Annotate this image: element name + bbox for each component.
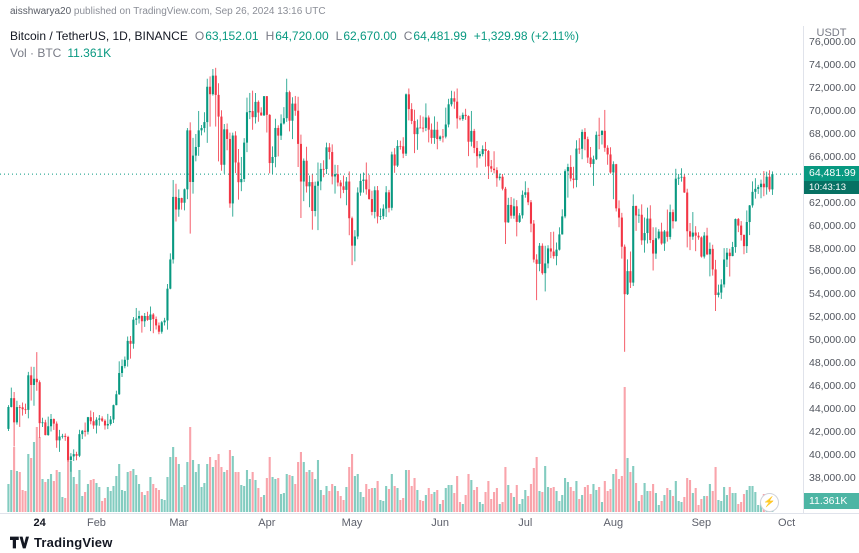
last-price-badge: 64,481.99 10:43:13 (804, 166, 859, 195)
volume-badge: 11.361K (804, 492, 859, 509)
time-axis-label: Mar (169, 517, 189, 529)
publish-author-link[interactable]: aisshwarya20 (10, 6, 72, 17)
price-axis[interactable]: USDT 76,000.00 74,000.00 72,000.00 70,000.0… (803, 26, 859, 513)
symbol-description[interactable]: Bitcoin / TetherUS, 1D, BINANCE (10, 28, 188, 43)
time-axis-label: Apr (258, 517, 276, 529)
price-axis-label: 74,000.00 (809, 58, 856, 71)
price-axis-label: 52,000.00 (809, 311, 856, 324)
bar-close-countdown: 10:43:13 (804, 181, 859, 195)
price-axis-label: 42,000.00 (809, 426, 856, 439)
time-axis[interactable]: 24 Feb Mar Apr May Jun Jul Aug Sep Oct (0, 513, 859, 531)
price-axis-label: 48,000.00 (809, 357, 856, 370)
price-axis-label: 38,000.00 (809, 472, 856, 484)
time-axis-label: May (341, 517, 363, 529)
time-axis-label: Sep (691, 517, 712, 529)
price-axis-label: 56,000.00 (809, 265, 856, 278)
time-axis-label: 24 (33, 517, 46, 529)
last-price-value: 64,481.99 (809, 167, 856, 180)
price-axis-label: 46,000.00 (809, 380, 856, 393)
price-axis-label: 50,000.00 (809, 334, 856, 347)
time-axis-label: Jun (431, 517, 449, 529)
price-axis-label: 58,000.00 (809, 242, 856, 255)
price-axis-label: 68,000.00 (809, 127, 856, 140)
price-axis-label: 60,000.00 (809, 219, 856, 232)
tradingview-logo-icon (10, 536, 29, 548)
candles (7, 67, 774, 472)
currency-label: USDT (816, 27, 847, 39)
price-axis-label: 62,000.00 (809, 196, 856, 209)
volume-bars (7, 387, 774, 512)
time-axis-label: Oct (778, 517, 796, 529)
time-axis-label: Aug (603, 517, 624, 529)
time-axis-label: Jul (518, 517, 533, 529)
publish-byline: aisshwarya20 published on TradingView.co… (0, 0, 859, 24)
price-axis-label: 40,000.00 (809, 449, 856, 462)
volume-study-label[interactable]: Vol · BTC (10, 45, 62, 60)
lightning-icon: ⚡ (763, 496, 776, 508)
price-axis-label: 72,000.00 (809, 81, 856, 94)
price-axis-label: 44,000.00 (809, 403, 856, 416)
candlestick-chart-pane[interactable] (0, 26, 803, 513)
price-axis-label: 76,000.00 (809, 36, 856, 48)
tradingview-link[interactable]: TradingView (10, 535, 113, 550)
price-axis-label: 70,000.00 (809, 104, 856, 117)
quick-trade-button[interactable]: ⚡ (760, 493, 779, 512)
time-axis-label: Feb (86, 517, 106, 529)
publish-meta: published on TradingView.com, Sep 26, 20… (71, 6, 326, 17)
price-axis-label: 66,000.00 (809, 150, 856, 163)
footer: TradingView (0, 531, 859, 553)
price-axis-label: 54,000.00 (809, 288, 856, 301)
tradingview-wordmark: TradingView (34, 534, 113, 550)
